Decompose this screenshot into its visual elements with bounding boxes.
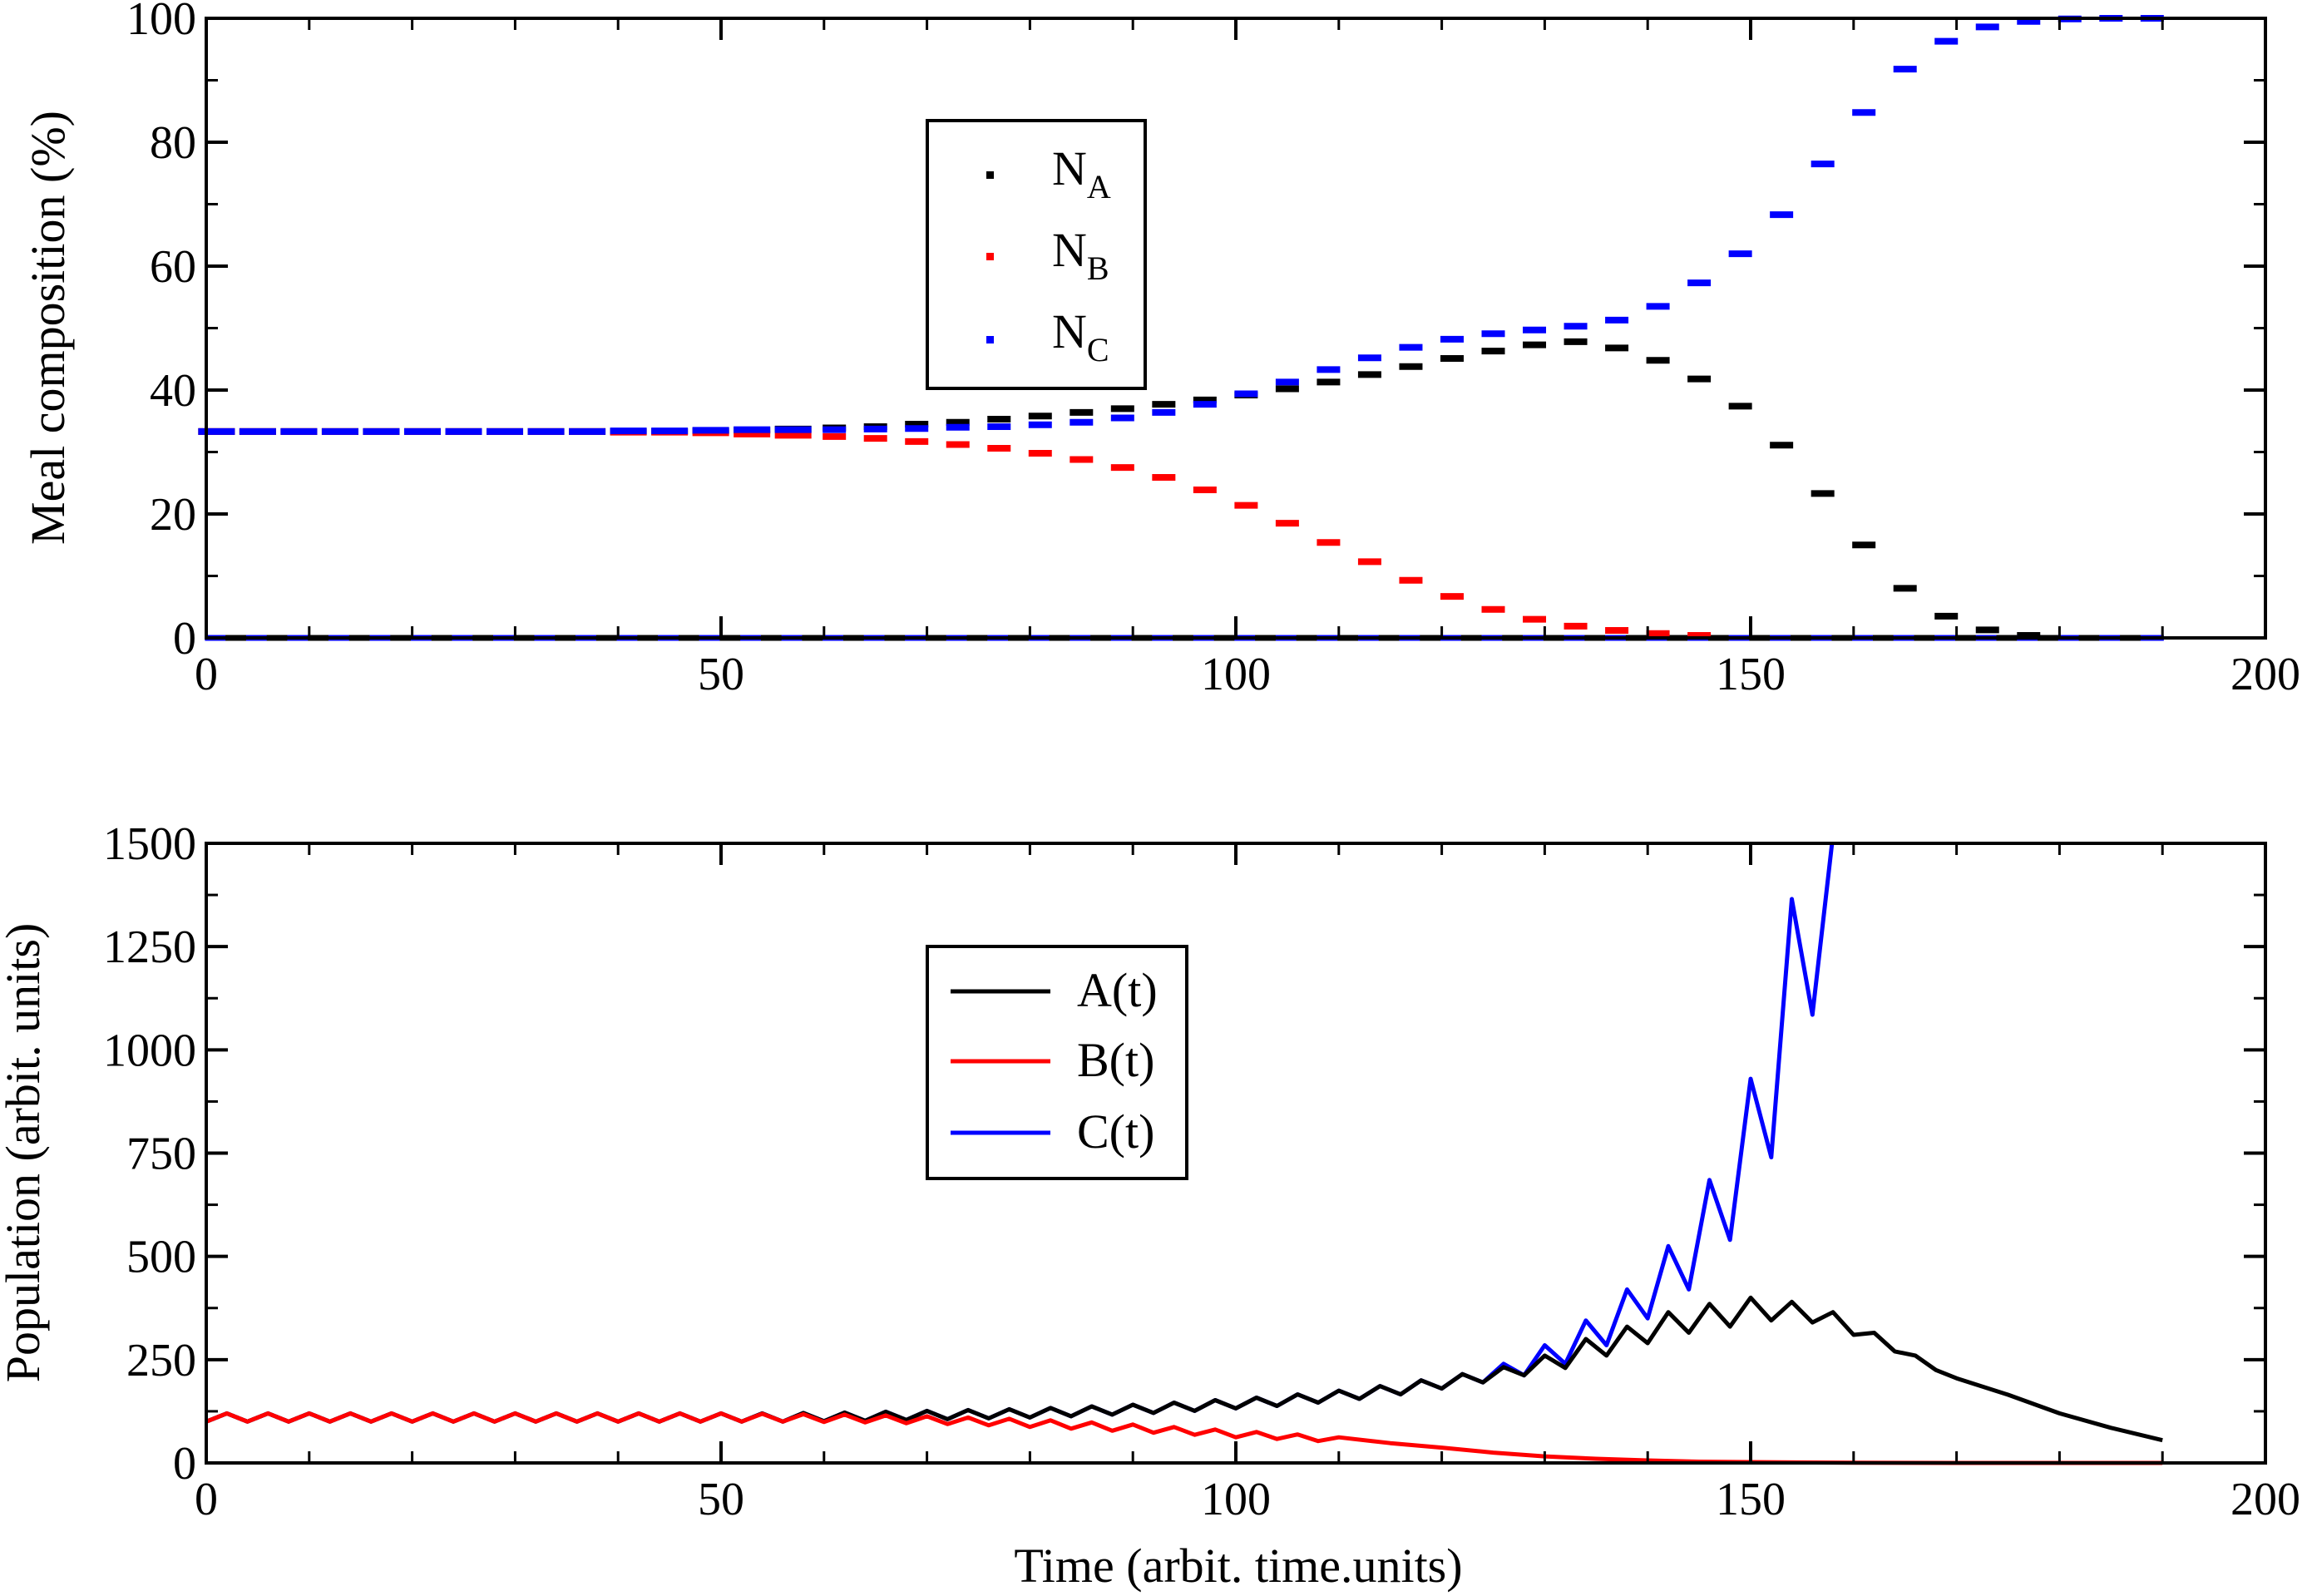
composition-y-tick-label: 40	[150, 365, 196, 417]
composition-legend-box	[926, 119, 1147, 390]
composition-legend: NA NB NC	[926, 119, 1147, 390]
population-x-tick-label: 150	[1716, 1474, 1786, 1525]
population-plot-frame	[205, 842, 2267, 1465]
legend-item-nb: NB	[986, 223, 1109, 287]
legend-label-c: C(t)	[1077, 1104, 1154, 1159]
legend-swatch-nc	[986, 336, 994, 343]
population-chart: 0 50 100 150 200 0 250 500 750 1000 1250 1500 Popul…	[0, 707, 2312, 1593]
population-x-tick-label: 200	[2230, 1474, 2300, 1525]
composition-y-tick-label: 0	[173, 613, 196, 665]
composition-x-tick-label: 0	[195, 649, 218, 700]
population-y-tick-label: 1500	[103, 818, 196, 870]
population-x-tick-label: 0	[195, 1474, 218, 1525]
population-x-tick-label: 100	[1201, 1474, 1271, 1525]
legend-item-c: C(t)	[951, 1104, 1154, 1159]
legend-subscript-nb: B	[1087, 250, 1109, 287]
population-lines	[205, 834, 2163, 1465]
legend-item-nc: NC	[986, 304, 1109, 368]
legend-swatch-nb	[986, 253, 994, 260]
population-plot-frame-mask-top	[0, 707, 2312, 843]
population-x-tick-label: 50	[698, 1474, 744, 1525]
composition-y-tick-label: 80	[150, 117, 196, 169]
legend-label-a: A(t)	[1077, 963, 1158, 1017]
composition-ticks: 0 50 100 150 200 0 20 40 60 80 100	[126, 0, 2300, 700]
legend-item-b: B(t)	[951, 1033, 1154, 1087]
population-ticks: 0 50 100 150 200 0 250 500 750 1000 1250 1500	[103, 818, 2300, 1525]
legend-label-nc: N	[1052, 304, 1087, 358]
population-y-axis-label: Population (arbit. units)	[0, 923, 50, 1383]
composition-x-tick-label: 200	[2230, 649, 2300, 700]
legend-label-b: B(t)	[1077, 1033, 1154, 1087]
population-y-tick-label: 1250	[103, 922, 196, 973]
svg-text:NB: NB	[1052, 223, 1109, 287]
population-y-tick-label: 500	[126, 1232, 196, 1283]
population-y-tick-label: 0	[173, 1438, 196, 1490]
composition-x-tick-label: 100	[1201, 649, 1271, 700]
legend-label-nb: N	[1052, 223, 1087, 277]
composition-y-tick-label: 100	[126, 0, 196, 45]
population-x-axis-label: Time (arbit. time.units)	[1014, 1539, 1462, 1593]
composition-y-tick-label: 20	[150, 489, 196, 541]
composition-chart: 0 50 100 150 200 0 20 40 60 80 100 Meal compositio…	[21, 0, 2300, 700]
svg-text:NC: NC	[1052, 304, 1109, 368]
composition-marks	[198, 15, 2164, 641]
composition-x-tick-label: 150	[1716, 649, 1786, 700]
legend-item-na: NA	[986, 141, 1111, 205]
legend-swatch-na	[986, 171, 994, 179]
population-y-tick-label: 1000	[103, 1025, 196, 1076]
composition-x-tick-label: 50	[698, 649, 744, 700]
legend-subscript-nc: C	[1087, 331, 1109, 368]
svg-text:NA: NA	[1052, 141, 1111, 205]
composition-plot-frame	[205, 17, 2267, 640]
legend-label-na: N	[1052, 141, 1087, 195]
population-legend: A(t) B(t) C(t)	[926, 945, 1188, 1180]
composition-y-tick-label: 60	[150, 241, 196, 293]
legend-subscript-na: A	[1087, 168, 1111, 205]
population-y-tick-label: 750	[126, 1129, 196, 1180]
population-y-tick-label: 250	[126, 1335, 196, 1386]
composition-y-axis-label: Meal composition (%)	[21, 111, 75, 545]
series-b-line	[205, 1411, 2163, 1465]
legend-item-a: A(t)	[951, 963, 1158, 1017]
